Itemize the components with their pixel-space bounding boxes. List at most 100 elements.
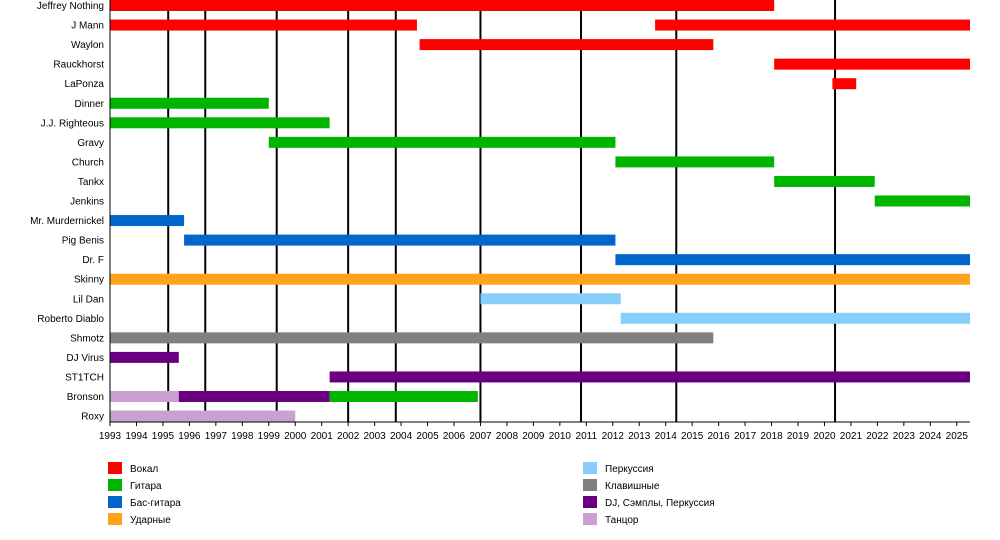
- x-tick-label-2007: 2007: [469, 431, 492, 442]
- bar-shmotz-0: [110, 332, 714, 344]
- member-label-shmotz: Shmotz: [70, 333, 104, 344]
- legend-swatch-guitar: [108, 479, 122, 491]
- legend-swatch-dancer: [583, 513, 597, 525]
- x-tick-label-2018: 2018: [760, 431, 783, 442]
- x-tick-label-1998: 1998: [231, 431, 254, 442]
- bar-jenkins-0: [874, 195, 970, 207]
- x-tick-label-2024: 2024: [919, 431, 942, 442]
- x-tick-label-2020: 2020: [813, 431, 836, 442]
- member-label-rauckhorst: Rauckhorst: [53, 60, 104, 71]
- member-label-dinner: Dinner: [75, 99, 105, 110]
- bar-roberto-diablo-0: [620, 312, 970, 324]
- x-tick-label-2002: 2002: [337, 431, 360, 442]
- x-tick-label-2013: 2013: [628, 431, 651, 442]
- bar-dr-f-0: [615, 254, 970, 266]
- member-label-roberto-diablo: Roberto Diablo: [37, 314, 104, 325]
- member-label-lil-dan: Lil Dan: [73, 294, 104, 305]
- member-label-bronson: Bronson: [67, 392, 104, 403]
- x-tick-label-2009: 2009: [522, 431, 545, 442]
- x-tick-label-2022: 2022: [866, 431, 889, 442]
- bar-dj-virus-0: [110, 351, 179, 363]
- member-label-jenkins: Jenkins: [70, 197, 104, 208]
- legend-swatch-bass: [108, 496, 122, 508]
- x-tick-label-1997: 1997: [205, 431, 228, 442]
- x-tick-label-2010: 2010: [549, 431, 572, 442]
- member-label-mr-murdernickel: Mr. Murdernickel: [30, 216, 104, 227]
- bar-gravy-0: [268, 136, 616, 148]
- member-label-church: Church: [72, 157, 104, 168]
- x-tick-label-2023: 2023: [893, 431, 916, 442]
- bar-dinner-0: [110, 97, 269, 109]
- member-bars: [110, 0, 971, 422]
- x-tick-label-2008: 2008: [496, 431, 519, 442]
- legend-label-vocals: Вокал: [130, 464, 158, 475]
- bar-pig-benis-0: [184, 234, 616, 246]
- member-label-tankx: Tankx: [78, 177, 104, 188]
- member-label-jeffrey-nothing: Jeffrey Nothing: [37, 1, 104, 12]
- member-label-j-j-righteous: J.J. Righteous: [41, 118, 104, 129]
- legend-swatch-vocals: [108, 462, 122, 474]
- x-tick-label-1999: 1999: [258, 431, 281, 442]
- album-release-lines: [167, 0, 837, 422]
- legend-swatch-drums: [108, 513, 122, 525]
- bar-lil-dan-0: [480, 293, 621, 305]
- bar-mr-murdernickel-0: [110, 215, 185, 227]
- bar-waylon-0: [419, 39, 714, 51]
- bar-j-j-righteous-0: [110, 117, 330, 129]
- x-tick-label-2025: 2025: [946, 431, 969, 442]
- x-tick-label-2016: 2016: [707, 431, 730, 442]
- x-tick-label-2001: 2001: [311, 431, 334, 442]
- bar-st1tch-0: [329, 371, 971, 383]
- legend-label-guitar: Гитара: [130, 481, 162, 492]
- member-labels: Jeffrey Nothing J Mann Waylon Rauckhorst LaP…: [30, 1, 105, 423]
- x-tick-label-2017: 2017: [734, 431, 757, 442]
- x-tick-label-1993: 1993: [99, 431, 122, 442]
- member-label-gravy: Gravy: [77, 138, 104, 149]
- x-tick-label-2006: 2006: [443, 431, 466, 442]
- x-tick-label-1995: 1995: [152, 431, 175, 442]
- member-label-waylon: Waylon: [71, 40, 104, 51]
- bar-bronson-2: [329, 391, 478, 402]
- x-tick-label-2015: 2015: [681, 431, 704, 442]
- x-tick-label-2021: 2021: [840, 431, 863, 442]
- bar-bronson-1: [178, 391, 330, 402]
- x-tick-label-2000: 2000: [284, 431, 307, 442]
- bar-bronson-0: [110, 391, 179, 402]
- legend-label-keyboards: Клавишные: [605, 481, 660, 492]
- bar-jeffrey-nothing-0: [110, 0, 775, 11]
- x-tick-label-2014: 2014: [655, 431, 678, 442]
- member-label-j-mann: J Mann: [71, 21, 104, 32]
- legend-swatch-percussion: [583, 462, 597, 474]
- member-label-dj-virus: DJ Virus: [66, 353, 104, 364]
- x-tick-label-2004: 2004: [390, 431, 413, 442]
- x-tick-label-2003: 2003: [363, 431, 386, 442]
- x-tick-label-2005: 2005: [416, 431, 439, 442]
- x-tick-label-2011: 2011: [576, 431, 598, 442]
- member-label-dr-f: Dr. F: [82, 255, 104, 266]
- x-tick-label-1996: 1996: [178, 431, 201, 442]
- x-tick-label-2012: 2012: [602, 431, 625, 442]
- bar-j-mann-0: [110, 19, 417, 31]
- bar-tankx-0: [774, 175, 875, 187]
- member-label-laponza: LaPonza: [65, 79, 105, 90]
- legend-label-percussion: Перкуссия: [605, 464, 654, 475]
- legend-label-dancer: Танцор: [605, 515, 639, 526]
- bar-church-0: [615, 156, 775, 168]
- member-label-roxy: Roxy: [81, 412, 104, 423]
- x-axis: 1993 1994 1995 1996 1997 1998 1999 2000 2001 2002…: [99, 0, 970, 442]
- bar-j-mann-1: [655, 19, 970, 31]
- member-label-st1tch: ST1TCH: [65, 372, 104, 383]
- legend-swatch-dj: [583, 496, 597, 508]
- legend-swatch-keyboards: [583, 479, 597, 491]
- x-tick-label-2019: 2019: [787, 431, 810, 442]
- member-label-pig-benis: Pig Benis: [62, 236, 104, 247]
- legend-label-drums: Ударные: [130, 515, 171, 526]
- x-tick-label-1994: 1994: [125, 431, 148, 442]
- bar-rauckhorst-0: [774, 58, 970, 70]
- legend-label-dj: DJ, Сэмплы, Перкуссия: [605, 498, 715, 509]
- legend: Вокал Гитара Бас-гитара Ударные Перкуссия Кла…: [108, 462, 715, 526]
- member-label-skinny: Skinny: [74, 275, 104, 286]
- bar-roxy-0: [110, 410, 296, 422]
- legend-label-bass: Бас-гитара: [130, 498, 181, 509]
